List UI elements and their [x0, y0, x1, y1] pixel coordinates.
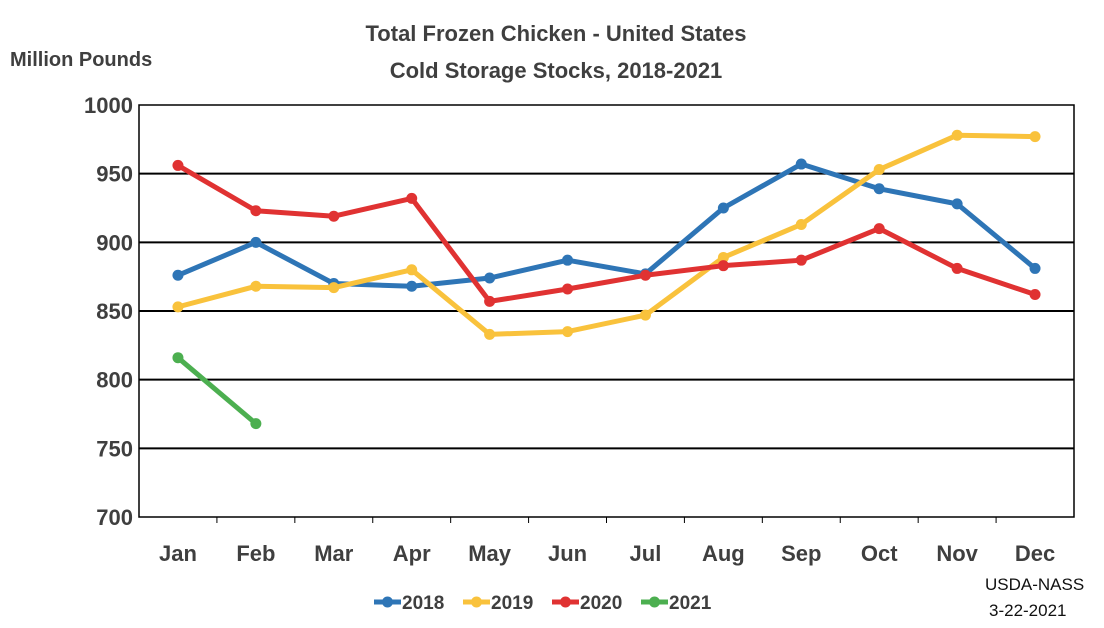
y-tick-label: 950	[96, 162, 133, 187]
data-point-2019	[562, 326, 574, 338]
legend-marker-2020	[560, 596, 571, 608]
legend-label-2019: 2019	[491, 593, 533, 614]
y-tick-label: 1000	[84, 93, 133, 118]
chart-title: Total Frozen Chicken - United States	[366, 21, 747, 46]
y-tick-label: 750	[96, 436, 133, 461]
data-point-2019	[951, 129, 963, 141]
data-point-2019	[717, 251, 729, 263]
y-axis-label: Million Pounds	[10, 49, 152, 71]
x-tick-label: Jan	[159, 541, 197, 566]
data-point-2019	[795, 218, 807, 230]
data-point-2019	[873, 164, 885, 176]
data-point-2020	[951, 262, 963, 274]
legend-marker-2019	[471, 596, 482, 608]
data-point-2021	[172, 352, 184, 364]
series-line-2020	[176, 163, 1036, 304]
data-point-2019	[1029, 131, 1041, 143]
data-point-2018	[172, 269, 184, 281]
chart-subtitle: Cold Storage Stocks, 2018-2021	[390, 58, 723, 83]
data-point-2021	[250, 418, 262, 430]
x-tick-label: Apr	[393, 541, 431, 566]
legend-marker-2018	[382, 596, 393, 608]
x-tick-label: Aug	[702, 541, 745, 566]
y-tick-label: 900	[96, 230, 133, 255]
data-point-2018	[484, 272, 496, 284]
data-point-2018	[795, 158, 807, 170]
series-line-2019	[177, 132, 1036, 337]
data-point-2020	[717, 260, 729, 272]
data-point-2018	[562, 254, 574, 266]
data-point-2018	[1029, 262, 1041, 274]
x-axis-ticks: Jan Feb Mar Apr May Jun Jul Aug Sep Oct Nov Dec	[159, 517, 1055, 566]
legend-label-2021: 2021	[669, 593, 712, 614]
data-point-2020	[795, 254, 807, 266]
x-tick-label: Feb	[236, 541, 275, 566]
data-point-2020	[250, 205, 262, 217]
legend-label-2018: 2018	[402, 593, 444, 614]
data-point-2018	[717, 202, 729, 214]
x-tick-label: Mar	[314, 541, 354, 566]
y-axis-ticks: 700 750 800 850 900 950 1000	[84, 93, 133, 530]
series-line-2018	[176, 161, 1037, 289]
x-tick-label: Dec	[1015, 541, 1055, 566]
legend: 2018 2019 2020 2021	[374, 593, 712, 614]
data-point-2018	[951, 198, 963, 210]
legend-label-2020: 2020	[580, 593, 622, 614]
x-tick-label: Jul	[630, 541, 662, 566]
source-date: 3-22-2021	[989, 601, 1067, 620]
data-point-2020	[406, 192, 418, 204]
plot-area-border	[138, 104, 1075, 518]
y-tick-label: 800	[96, 368, 133, 393]
x-tick-label: Nov	[936, 541, 978, 566]
data-point-2020	[562, 283, 574, 295]
data-point-2020	[1029, 289, 1041, 301]
data-point-2020	[172, 159, 184, 171]
data-point-2019	[484, 328, 496, 340]
series-line-2021	[176, 355, 258, 426]
legend-marker-2021	[649, 596, 660, 608]
source-label: USDA-NASS	[985, 575, 1084, 594]
data-point-2019	[172, 301, 184, 313]
x-tick-label: Jun	[548, 541, 587, 566]
gridlines	[139, 172, 1074, 450]
series-group	[172, 129, 1041, 430]
data-point-2020	[484, 295, 496, 307]
y-tick-label: 700	[96, 505, 133, 530]
data-point-2020	[639, 269, 651, 281]
data-point-2018	[873, 183, 885, 195]
data-point-2018	[250, 236, 262, 248]
data-point-2019	[250, 280, 262, 292]
data-point-2020	[873, 223, 885, 235]
x-tick-label: Oct	[861, 541, 898, 566]
data-point-2019	[328, 282, 340, 294]
y-tick-label: 850	[96, 299, 133, 324]
data-point-2019	[406, 264, 418, 276]
data-point-2020	[328, 210, 340, 222]
x-tick-label: May	[468, 541, 512, 566]
x-tick-label: Sep	[781, 541, 821, 566]
data-point-2018	[406, 280, 418, 292]
data-point-2019	[639, 309, 651, 321]
